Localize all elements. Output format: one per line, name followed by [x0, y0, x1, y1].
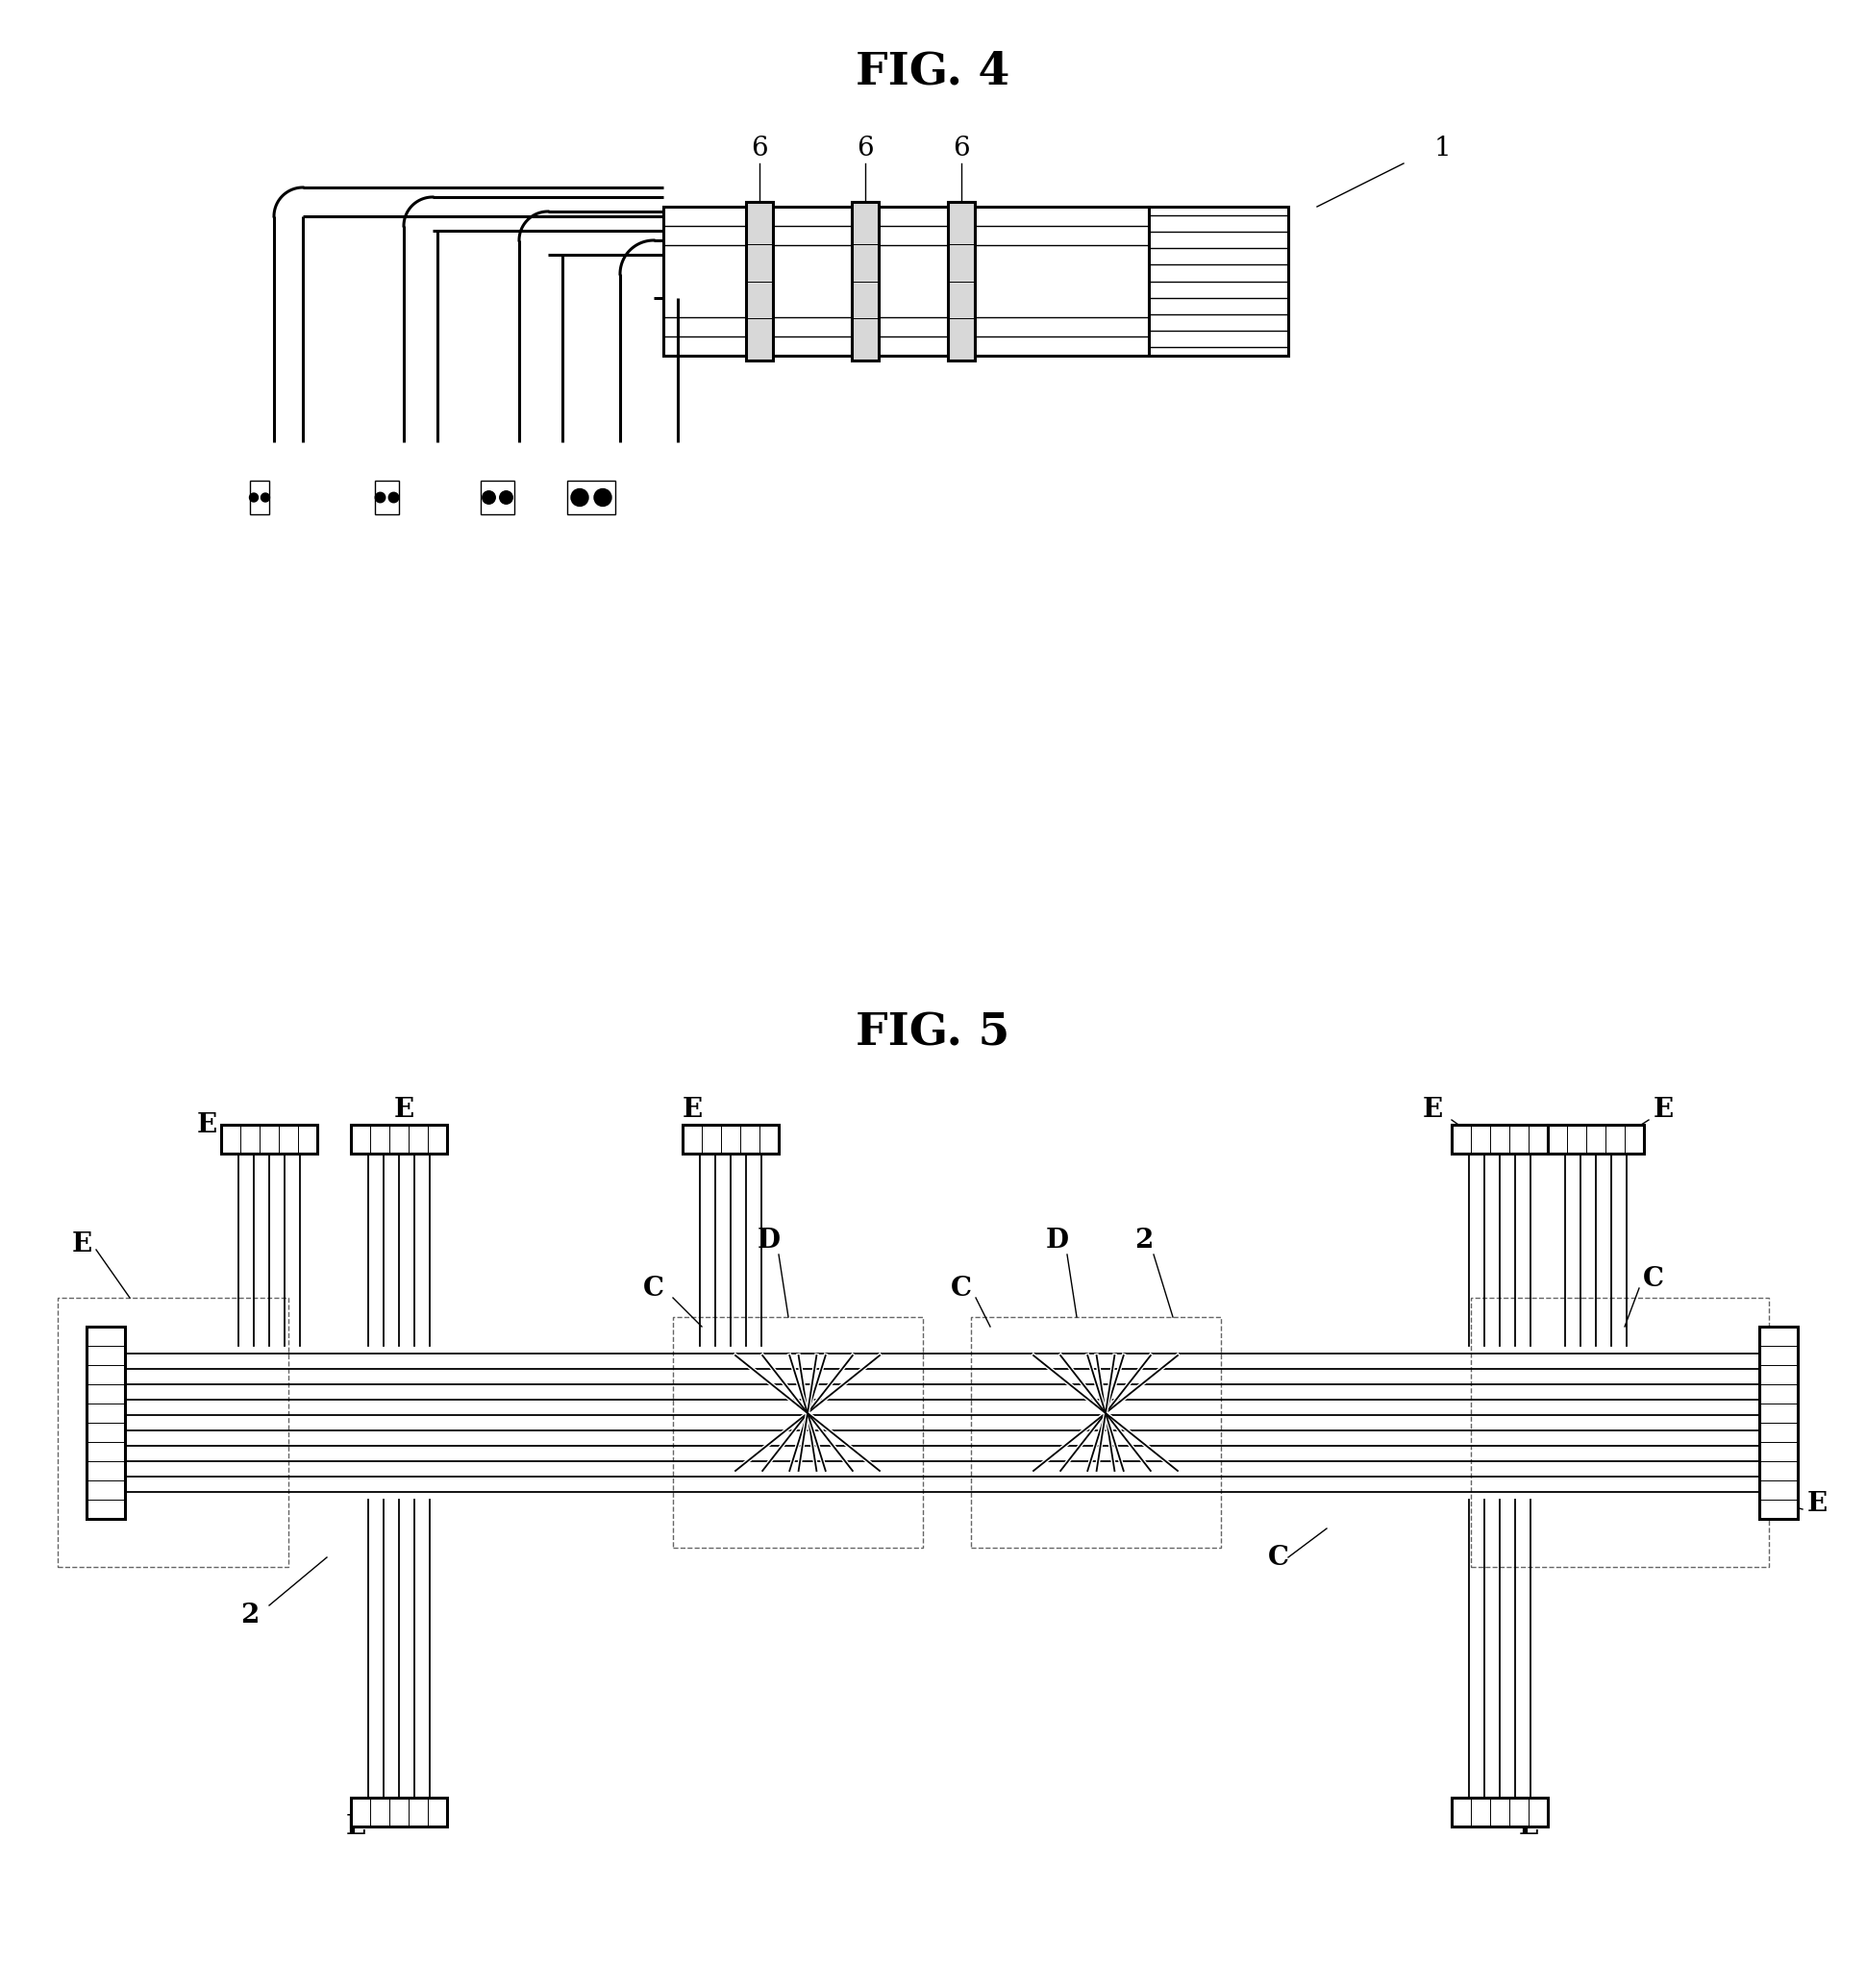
Bar — [351, 1797, 448, 1827]
Text: FIG. 4: FIG. 4 — [855, 50, 1010, 93]
Text: 1: 1 — [1433, 135, 1450, 161]
Text: E: E — [1653, 1097, 1674, 1123]
Text: E: E — [196, 1111, 216, 1137]
Text: C: C — [1269, 1545, 1289, 1571]
Text: D: D — [758, 1227, 780, 1252]
Bar — [481, 481, 515, 515]
Text: E: E — [683, 1097, 702, 1123]
Circle shape — [375, 493, 384, 503]
Text: 2: 2 — [1135, 1227, 1153, 1252]
Bar — [1470, 1298, 1769, 1567]
Circle shape — [388, 493, 399, 503]
Text: 6: 6 — [750, 135, 769, 161]
Text: 6: 6 — [954, 135, 970, 161]
Bar — [683, 1125, 778, 1153]
Circle shape — [571, 489, 588, 507]
Circle shape — [250, 493, 258, 501]
Text: E: E — [1806, 1491, 1827, 1517]
Bar — [970, 1316, 1220, 1549]
Bar — [250, 481, 269, 515]
Bar — [58, 1298, 289, 1567]
Text: C: C — [1642, 1266, 1664, 1292]
Bar — [662, 207, 1288, 356]
Bar — [674, 1316, 924, 1549]
Text: E: E — [345, 1813, 366, 1839]
Bar — [1452, 1797, 1547, 1827]
Circle shape — [593, 489, 612, 507]
Text: E: E — [1519, 1813, 1539, 1839]
Text: C: C — [644, 1274, 664, 1300]
Bar — [220, 1125, 317, 1153]
Bar — [1760, 1326, 1797, 1519]
Text: C: C — [952, 1274, 972, 1300]
Bar — [1452, 1125, 1547, 1153]
Text: FIG. 5: FIG. 5 — [855, 1012, 1010, 1056]
Circle shape — [261, 493, 271, 501]
Bar — [746, 203, 773, 360]
Circle shape — [483, 491, 494, 505]
Text: 2: 2 — [241, 1602, 259, 1628]
Bar — [375, 481, 399, 515]
Text: D: D — [1047, 1227, 1069, 1252]
Text: E: E — [1422, 1097, 1442, 1123]
Bar — [86, 1326, 125, 1519]
Circle shape — [500, 491, 513, 505]
Bar — [851, 203, 879, 360]
Bar — [351, 1125, 448, 1153]
Bar — [1547, 1125, 1644, 1153]
Text: 6: 6 — [856, 135, 873, 161]
Bar — [948, 203, 974, 360]
Text: E: E — [394, 1097, 414, 1123]
Bar — [567, 481, 616, 515]
Text: E: E — [71, 1233, 91, 1258]
